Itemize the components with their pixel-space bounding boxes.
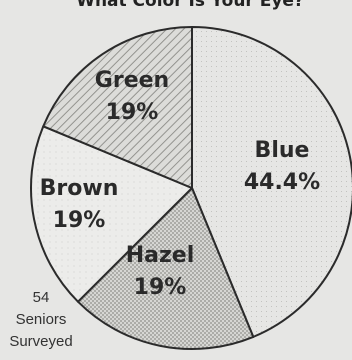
pie-slices [29,26,352,351]
slice-value-hazel: 19% [134,275,187,300]
pie-labels: Blue 44.4% Hazel 19% Brown 19% Green 19% [40,68,321,300]
slice-value-brown: 19% [53,208,106,233]
pie-slice-blue [191,26,352,338]
survey-count: 54 [32,289,50,306]
slice-label-blue: Blue [255,138,310,163]
survey-note: 54 Seniors Surveyed [0,287,82,353]
pie-slice-brown [29,125,193,303]
slice-value-green: 19% [106,100,159,125]
survey-word: Surveyed [9,333,73,350]
slice-label-brown: Brown [40,176,119,201]
survey-group: Seniors [15,311,67,328]
slice-label-green: Green [95,68,169,93]
pie-slice-green [42,26,193,189]
slice-value-blue: 44.4% [244,170,320,195]
chart-title: What Color Is Your Eye? [76,0,304,11]
pie-slice-hazel [76,187,255,351]
slice-label-hazel: Hazel [126,243,195,268]
